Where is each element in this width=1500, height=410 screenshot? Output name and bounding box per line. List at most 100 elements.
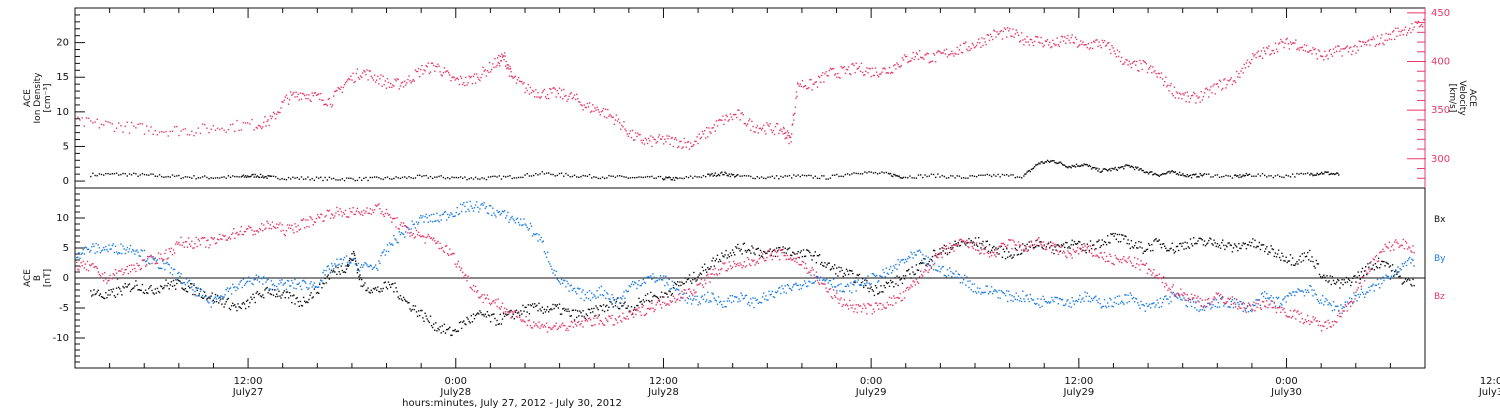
- velocity-point: [591, 110, 593, 112]
- velocity-point: [620, 128, 622, 130]
- bx-point: [355, 263, 357, 265]
- bx-point: [1118, 233, 1121, 236]
- bx-point: [554, 304, 556, 306]
- by-point: [264, 277, 266, 279]
- bz-point: [305, 219, 307, 221]
- by-point: [1305, 291, 1308, 294]
- density-point: [947, 177, 950, 179]
- velocity-point: [544, 96, 547, 98]
- by-point: [1021, 300, 1023, 303]
- bx-point: [1408, 277, 1410, 280]
- velocity-point: [412, 79, 414, 81]
- density-point: [479, 178, 481, 180]
- velocity-point: [1023, 44, 1025, 46]
- bz-point: [315, 217, 318, 220]
- density-point: [1100, 171, 1102, 173]
- bx-point: [312, 296, 314, 298]
- velocity-point: [651, 145, 653, 148]
- by-point: [195, 295, 197, 297]
- density-point: [371, 176, 374, 179]
- velocity-point: [1201, 99, 1203, 101]
- bx-point: [391, 283, 393, 286]
- density-point: [965, 177, 967, 179]
- bx-point: [899, 279, 901, 281]
- velocity-point: [441, 75, 443, 77]
- by-point: [107, 250, 109, 253]
- by-point: [940, 268, 942, 270]
- by-point: [409, 232, 411, 234]
- bx-point: [594, 315, 596, 317]
- velocity-point: [1338, 45, 1340, 48]
- bx-point: [671, 293, 673, 295]
- bx-point: [897, 284, 899, 287]
- bx-point: [1311, 256, 1313, 258]
- bz-point: [311, 218, 313, 221]
- by-point: [421, 217, 423, 219]
- by-point: [151, 256, 153, 258]
- velocity-tick-label: 300: [1431, 154, 1450, 165]
- velocity-point: [967, 50, 969, 52]
- by-point: [1266, 293, 1268, 295]
- bx-point: [1334, 283, 1337, 285]
- by-point: [462, 203, 464, 206]
- velocity-point: [361, 76, 363, 78]
- bx-point: [110, 289, 112, 291]
- bx-point: [714, 260, 716, 262]
- bx-point: [1025, 248, 1027, 250]
- by-point: [336, 258, 338, 260]
- by-point: [1261, 292, 1264, 294]
- by-point: [435, 220, 437, 222]
- velocity-point: [372, 79, 375, 81]
- bx-point: [1057, 244, 1059, 246]
- by-point: [963, 279, 965, 281]
- bx-point: [1315, 259, 1317, 262]
- bz-point: [223, 235, 225, 237]
- by-point: [1341, 307, 1343, 310]
- bx-point: [892, 281, 894, 283]
- bx-point: [162, 288, 164, 290]
- bx-point: [90, 290, 92, 292]
- density-point: [1302, 173, 1305, 175]
- velocity-point: [563, 88, 565, 91]
- by-point: [609, 298, 611, 300]
- by-point: [481, 202, 483, 205]
- velocity-point: [434, 70, 436, 72]
- by-point: [1255, 299, 1257, 301]
- bx-point: [875, 287, 878, 289]
- density-point: [133, 172, 135, 174]
- bz-point: [307, 219, 309, 221]
- velocity-point: [1087, 43, 1090, 45]
- velocity-point: [1387, 33, 1389, 35]
- bx-point: [494, 317, 496, 320]
- density-point: [294, 177, 296, 179]
- bx-point: [640, 300, 642, 303]
- velocity-point: [171, 130, 174, 132]
- bx-point: [270, 293, 273, 296]
- velocity-point: [787, 132, 790, 134]
- velocity-point: [997, 33, 999, 36]
- by-point: [544, 253, 547, 255]
- by-point: [1183, 297, 1185, 299]
- bx-point: [296, 297, 298, 299]
- bz-point: [404, 225, 406, 227]
- bx-point: [549, 309, 551, 311]
- bz-point: [484, 298, 486, 300]
- density-point: [1154, 172, 1156, 175]
- bx-point: [770, 254, 772, 257]
- velocity-point: [787, 134, 789, 137]
- by-point: [753, 306, 755, 309]
- bz-point: [179, 244, 181, 246]
- velocity-point: [746, 123, 749, 125]
- velocity-point: [1059, 41, 1062, 43]
- bx-point: [236, 309, 238, 312]
- bx-point: [881, 291, 883, 293]
- bz-point: [187, 237, 190, 239]
- density-point: [457, 177, 460, 179]
- bx-point: [492, 313, 494, 316]
- by-point: [1353, 292, 1355, 294]
- by-point: [794, 283, 796, 286]
- density-point: [1093, 167, 1095, 169]
- density-point: [1320, 171, 1323, 174]
- velocity-point: [1081, 43, 1083, 45]
- bx-point: [799, 251, 801, 254]
